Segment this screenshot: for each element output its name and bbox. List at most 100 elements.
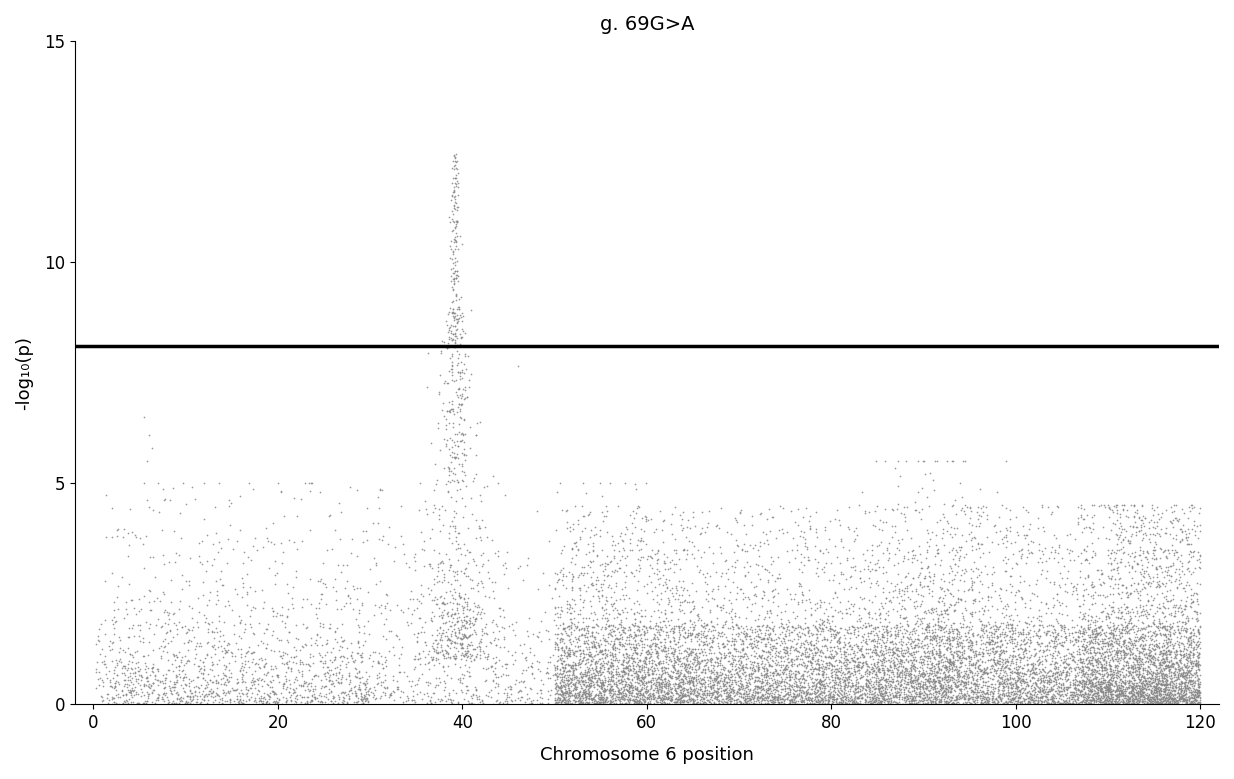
Point [610, 686, 629, 699]
Point [1151, 674, 1171, 686]
Point [450, 230, 470, 242]
Point [995, 661, 1014, 674]
Point [735, 680, 755, 693]
Point [884, 668, 903, 680]
Point [595, 682, 615, 695]
Point [474, 547, 494, 559]
Point [1016, 615, 1035, 628]
Point [347, 663, 366, 675]
Point [112, 698, 132, 710]
Point [950, 639, 970, 651]
Point [130, 594, 149, 606]
Point [711, 689, 731, 701]
Point [1102, 695, 1122, 707]
Point [107, 658, 127, 671]
Point [444, 185, 464, 197]
Point [453, 649, 473, 661]
Point [917, 698, 937, 710]
Point [1091, 684, 1111, 696]
Point [923, 698, 943, 710]
Point [249, 695, 269, 707]
Point [726, 696, 745, 709]
Point [703, 635, 723, 647]
Point [267, 670, 286, 682]
Point [628, 670, 648, 682]
Point [806, 695, 826, 707]
Point [1032, 675, 1051, 687]
Point [1167, 673, 1187, 686]
Point [1124, 551, 1144, 563]
Point [826, 696, 845, 708]
Point [1171, 654, 1191, 667]
Point [902, 636, 922, 649]
Point [701, 656, 721, 668]
Point [837, 603, 856, 615]
Point [342, 682, 362, 694]
Point [902, 659, 922, 671]
Point [355, 695, 375, 707]
Point [1114, 659, 1134, 671]
Point [454, 367, 474, 379]
Point [1149, 662, 1169, 675]
Point [818, 614, 838, 626]
Point [710, 675, 729, 688]
Point [860, 650, 880, 662]
Point [668, 636, 687, 648]
Point [954, 652, 974, 664]
Point [601, 649, 621, 661]
Point [555, 683, 575, 696]
Point [694, 673, 713, 686]
Point [611, 616, 631, 629]
Point [1149, 602, 1169, 615]
Point [347, 698, 366, 710]
Point [1098, 686, 1118, 698]
Point [591, 673, 611, 686]
Point [648, 604, 668, 616]
Point [354, 683, 374, 696]
Point [866, 693, 886, 705]
Point [1082, 675, 1102, 688]
Point [932, 633, 951, 645]
Point [1132, 629, 1151, 642]
Point [826, 675, 845, 688]
Point [610, 530, 629, 542]
Point [729, 696, 749, 709]
Point [917, 523, 937, 536]
Point [756, 674, 776, 686]
Point [708, 683, 728, 696]
Point [1181, 686, 1201, 698]
Point [1139, 693, 1159, 705]
Point [1188, 696, 1208, 708]
Point [643, 654, 663, 666]
Point [339, 670, 359, 682]
Point [766, 531, 786, 544]
Point [1103, 617, 1123, 629]
Point [1076, 646, 1096, 658]
Point [1174, 670, 1193, 682]
Point [165, 654, 185, 666]
Point [891, 675, 911, 688]
Point [876, 591, 896, 604]
Point [1124, 521, 1144, 534]
Point [769, 650, 789, 662]
Point [1161, 689, 1181, 701]
Point [677, 664, 697, 677]
Point [764, 696, 784, 708]
Point [1054, 683, 1074, 696]
Point [1037, 629, 1056, 641]
Point [1058, 565, 1077, 577]
Point [624, 570, 644, 583]
Point [595, 685, 615, 697]
Point [824, 630, 844, 643]
Point [317, 544, 337, 556]
Point [963, 688, 982, 700]
Point [1102, 653, 1122, 665]
Point [959, 682, 979, 694]
Point [1153, 685, 1172, 697]
Point [1017, 621, 1037, 633]
Point [660, 681, 680, 693]
Point [355, 687, 375, 700]
Point [522, 656, 542, 668]
Point [159, 556, 179, 569]
Point [128, 661, 148, 674]
